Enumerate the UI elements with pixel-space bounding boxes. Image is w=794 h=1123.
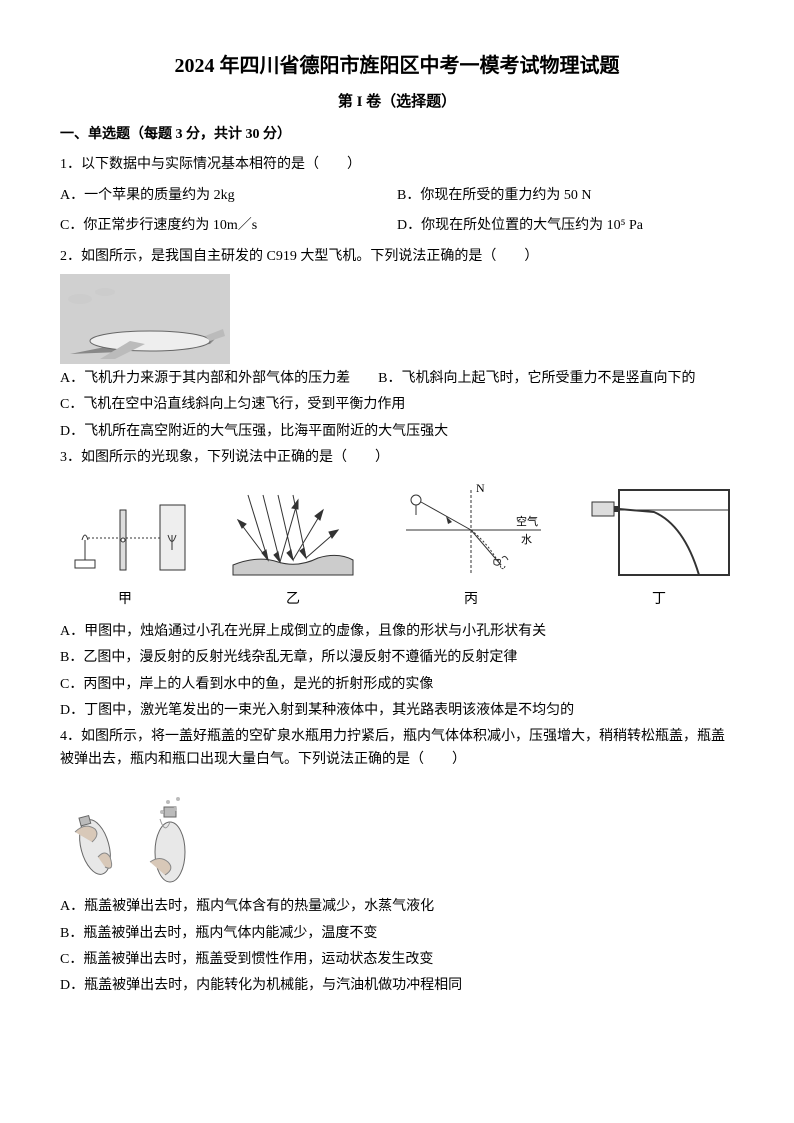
q3-diagram-jia: 甲 [60, 480, 190, 611]
q4-image [60, 777, 734, 892]
exam-title: 2024 年四川省德阳市旌阳区中考一模考试物理试题 [60, 50, 734, 82]
q2-stem: 2．如图所示，是我国自主研发的 C919 大型飞机。下列说法正确的是（ ） [60, 246, 734, 268]
q3-label-yi: 乙 [228, 589, 358, 611]
q1-option-d: D．你现在所处位置的大气压约为 10⁵ Pa [397, 215, 734, 237]
water-label: 水 [521, 533, 532, 546]
q4-stem: 4．如图所示，将一盖好瓶盖的空矿泉水瓶用力拧紧后，瓶内气体体积减小，压强增大，稍… [60, 726, 734, 771]
exam-subtitle: 第 I 卷（选择题） [60, 90, 734, 114]
q4-option-b: B．瓶盖被弹出去时，瓶内气体内能减少，温度不变 [60, 923, 734, 945]
q3-option-b: B．乙图中，漫反射的反射光线杂乱无章，所以漫反射不遵循光的反射定律 [60, 647, 734, 669]
q3-diagram-yi: 乙 [228, 480, 358, 611]
q3-option-a: A．甲图中，烛焰通过小孔在光屏上成倒立的虚像，且像的形状与小孔形状有关 [60, 621, 734, 643]
q3-label-jia: 甲 [60, 589, 190, 611]
q2-option-d: D．飞机所在高空附近的大气压强，比海平面附近的大气压强大 [60, 421, 734, 443]
q1-option-a: A．一个苹果的质量约为 2kg [60, 185, 397, 207]
q1-stem: 1．以下数据中与实际情况基本相符的是（ ） [60, 154, 734, 176]
q4-option-a: A．瓶盖被弹出去时，瓶内气体含有的热量减少，水蒸气液化 [60, 896, 734, 918]
section-header: 一、单选题（每题 3 分，共计 30 分） [60, 124, 734, 146]
q3-label-ding: 丁 [584, 589, 734, 611]
q3-diagram-ding: 丁 [584, 480, 734, 611]
q2-option-ab: A．飞机升力来源于其内部和外部气体的压力差 B．飞机斜向上起飞时，它所受重力不是… [60, 368, 734, 390]
q3-option-d: D．丁图中，激光笔发出的一束光入射到某种液体中，其光路表明该液体是不均匀的 [60, 700, 734, 722]
q2-option-c: C．飞机在空中沿直线斜向上匀速飞行，受到平衡力作用 [60, 394, 734, 416]
q4-option-c: C．瓶盖被弹出去时，瓶盖受到惯性作用，运动状态发生改变 [60, 949, 734, 971]
q1-option-c: C．你正常步行速度约为 10m／s [60, 215, 397, 237]
q1-option-b: B．你现在所受的重力约为 50 N [397, 185, 734, 207]
q3-stem: 3．如图所示的光现象，下列说法中正确的是（ ） [60, 447, 734, 469]
q3-diagram-bing: N 空气 水 丙 [396, 480, 546, 611]
n-label: N [476, 481, 485, 495]
q3-diagrams: 甲 乙 N 空气 水 [60, 480, 734, 611]
q3-option-c: C．丙图中，岸上的人看到水中的鱼，是光的折射形成的实像 [60, 674, 734, 696]
q2-image [60, 274, 734, 364]
q4-option-d: D．瓶盖被弹出去时，内能转化为机械能，与汽油机做功冲程相同 [60, 975, 734, 997]
air-label: 空气 [516, 514, 538, 528]
q3-label-bing: 丙 [396, 589, 546, 611]
